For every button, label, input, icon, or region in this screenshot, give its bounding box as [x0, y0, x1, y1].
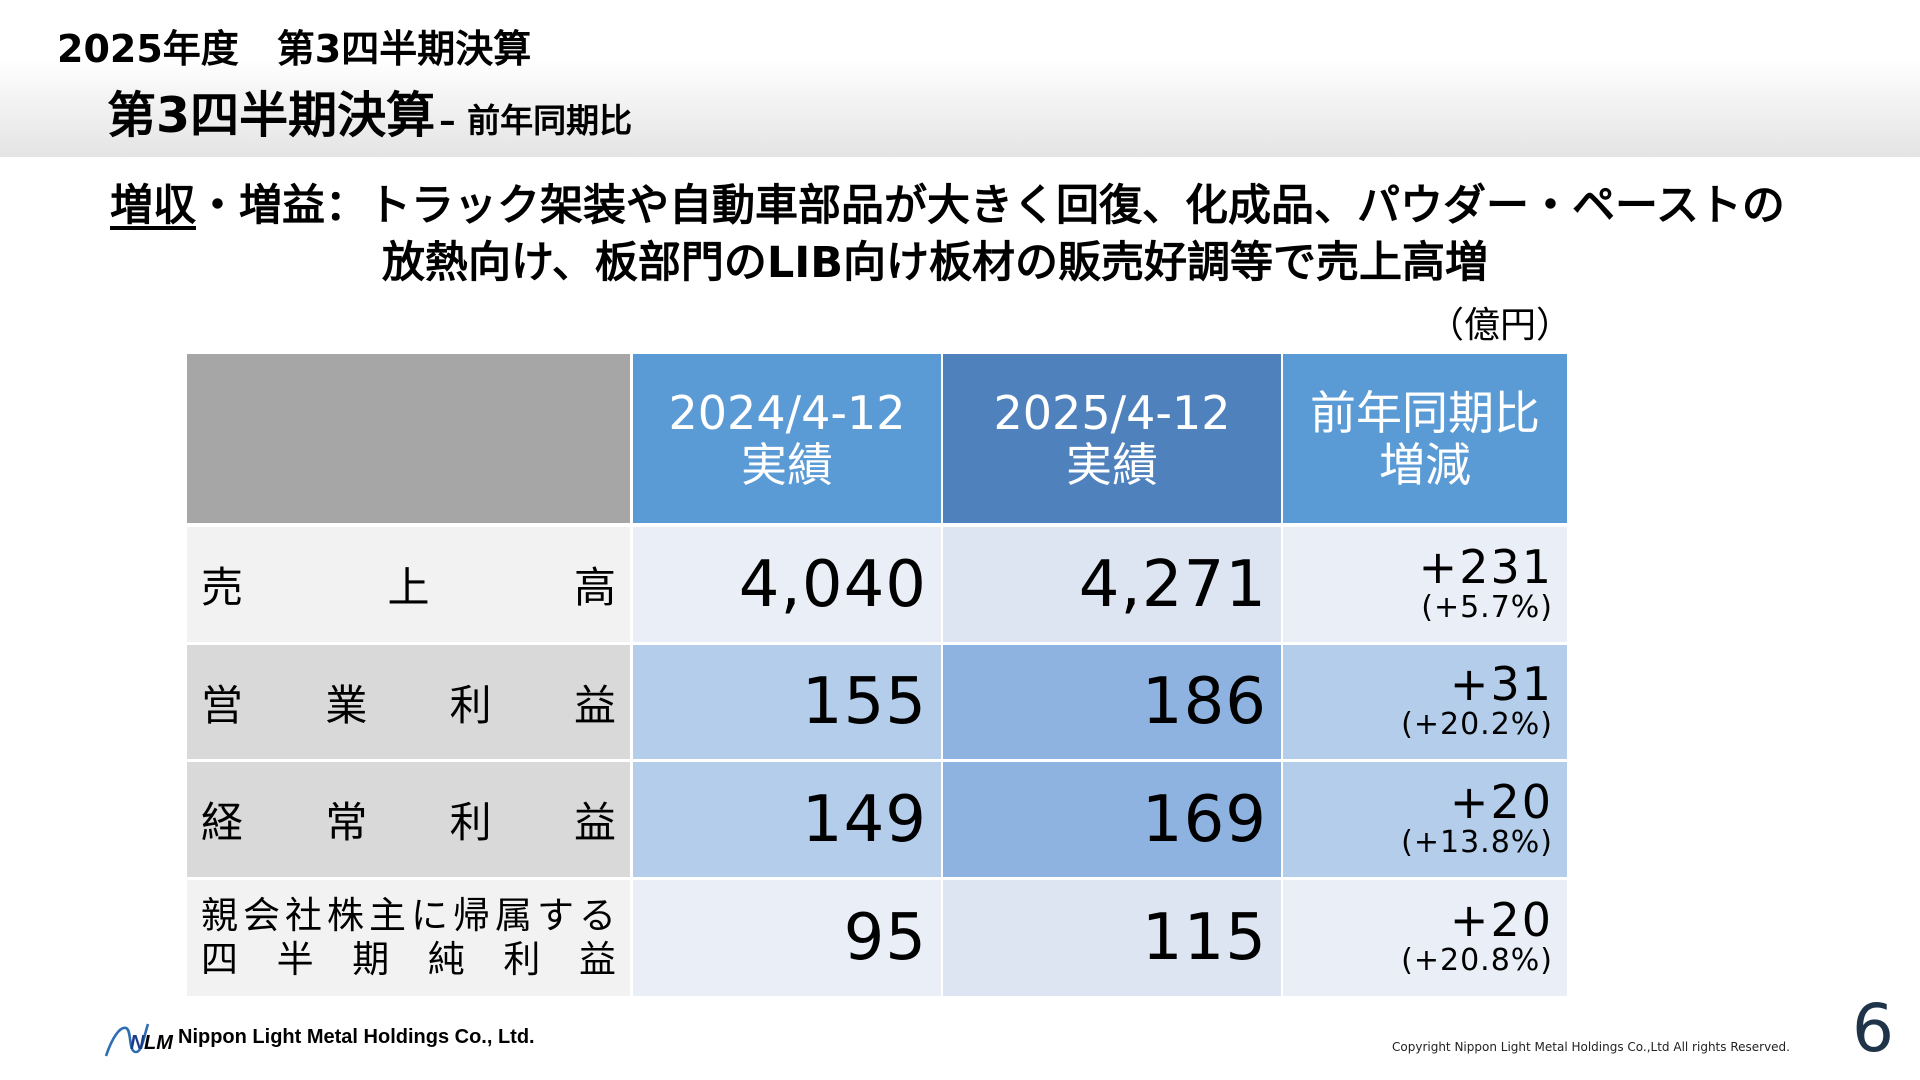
ordinary-profit-curr: 169 [943, 762, 1281, 877]
results-table: 2024/4-12 実績 2025/4-12 実績 前年同期比 増減 売 上 高… [187, 354, 1567, 996]
label-char: 益 [573, 798, 616, 847]
operating-profit-change-abs: +31 [1449, 657, 1553, 711]
row-label-net-income-line1: 親 会 社 株 主 に 帰 属 す る [201, 894, 616, 938]
operating-profit-change: +31 (+20.2%) [1283, 645, 1567, 759]
page-number: 6 [1852, 990, 1894, 1067]
operating-profit-prev: 155 [633, 645, 941, 759]
row-label-net-income-line2: 四 半 期 純 利 益 [201, 938, 616, 982]
label-char: 益 [578, 938, 616, 981]
label-char: る [579, 894, 616, 937]
net-sales-change-pct: (+5.7%) [1421, 589, 1553, 625]
slide-title: 第3四半期決算 – 前年同期比 [107, 76, 632, 147]
label-char: 利 [449, 798, 492, 847]
label-char: 益 [573, 680, 616, 730]
label-char: 期 [352, 938, 390, 981]
column-header-prev-type: 実績 [741, 437, 833, 492]
label-char: 社 [285, 894, 322, 937]
label-char: す [537, 894, 574, 937]
label-char: に [411, 894, 448, 937]
net-income-change-abs: +20 [1449, 893, 1553, 947]
label-char: 売 [201, 563, 244, 612]
slide-title-sub: – 前年同期比 [439, 101, 633, 140]
column-header-change: 前年同期比 増減 [1283, 354, 1567, 523]
label-char: 株 [327, 894, 364, 937]
label-char: 会 [243, 894, 280, 937]
summary-body-line2: 放熱向け、板部門のLIB向け板材の販売好調等で売上高増 [382, 238, 1489, 288]
company-name: Nippon Light Metal Holdings Co., Ltd. [178, 1026, 535, 1048]
header-blank-cell [187, 354, 630, 523]
operating-profit-curr: 186 [943, 645, 1281, 759]
deck-title: 2025年度 第3四半期決算 [57, 27, 532, 71]
label-char: 四 [201, 938, 238, 981]
label-char: 属 [495, 894, 532, 937]
column-header-prev-period: 2024/4-12 [668, 385, 906, 440]
summary-line-1: 増収・増益：トラック架装や自動車部品が大きく回復、化成品、パウダー・ペーストの [110, 178, 1890, 235]
label-char: 主 [369, 894, 406, 937]
label-char: 高 [573, 563, 616, 612]
summary-text: 増収・増益：トラック架装や自動車部品が大きく回復、化成品、パウダー・ペーストの … [110, 178, 1890, 288]
net-sales-change: +231 (+5.7%) [1283, 527, 1567, 642]
ordinary-profit-prev: 149 [633, 762, 941, 877]
ordinary-profit-change-pct: (+13.8%) [1401, 824, 1553, 860]
label-char: 営 [201, 680, 244, 730]
label-char: 利 [503, 938, 541, 981]
net-income-prev: 95 [633, 880, 941, 996]
label-char: 上 [387, 563, 430, 612]
column-header-change-line1: 前年同期比 [1310, 385, 1540, 440]
net-income-curr: 115 [943, 880, 1281, 996]
net-sales-prev: 4,040 [633, 527, 941, 642]
svg-text:N: N [130, 1032, 145, 1054]
company-logo-icon: N LM [104, 1023, 174, 1057]
net-sales-curr: 4,271 [943, 527, 1281, 642]
label-char: 利 [449, 680, 492, 730]
slide-title-main: 第3四半期決算 [107, 87, 436, 144]
ordinary-profit-change-abs: +20 [1449, 774, 1553, 829]
net-sales-change-abs: +231 [1418, 539, 1553, 594]
operating-profit-change-pct: (+20.2%) [1401, 707, 1553, 742]
row-label-net-sales: 売 上 高 [187, 527, 630, 642]
summary-body-line1: トラック架装や自動車部品が大きく回復、化成品、パウダー・ペーストの [368, 181, 1785, 231]
row-label-net-income: 親 会 社 株 主 に 帰 属 す る 四 半 期 純 利 益 [187, 880, 630, 996]
label-char: 親 [201, 894, 238, 937]
label-char: 業 [325, 680, 368, 730]
summary-label-revenue-up: 増収 [110, 181, 196, 231]
row-label-ordinary-profit: 経 常 利 益 [187, 762, 630, 877]
column-header-prev: 2024/4-12 実績 [633, 354, 941, 523]
label-char: 経 [201, 798, 244, 847]
copyright-text: Copyright Nippon Light Metal Holdings Co… [1392, 1040, 1790, 1054]
svg-text:LM: LM [144, 1032, 174, 1054]
net-income-change-pct: (+20.8%) [1401, 943, 1553, 978]
column-header-curr-period: 2025/4-12 [993, 385, 1231, 440]
column-header-curr: 2025/4-12 実績 [943, 354, 1281, 523]
column-header-change-line2: 増減 [1379, 437, 1471, 492]
column-header-curr-type: 実績 [1066, 437, 1158, 492]
summary-label-rest: ・増益： [196, 181, 368, 231]
net-income-change: +20 (+20.8%) [1283, 880, 1567, 996]
ordinary-profit-change: +20 (+13.8%) [1283, 762, 1567, 877]
label-char: 純 [427, 938, 465, 981]
row-label-operating-profit: 営 業 利 益 [187, 645, 630, 759]
label-char: 帰 [453, 894, 490, 937]
label-char: 半 [276, 938, 314, 981]
unit-label: （億円） [1428, 305, 1573, 346]
label-char: 常 [325, 798, 368, 847]
header-band [0, 0, 1920, 157]
